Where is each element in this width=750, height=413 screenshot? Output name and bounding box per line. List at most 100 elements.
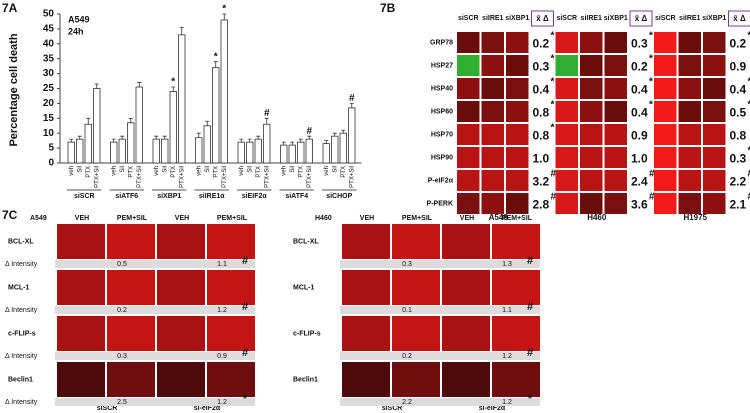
x-tick-label: siIRE1α	[199, 193, 225, 200]
micrograph	[457, 55, 480, 76]
bar	[195, 137, 203, 164]
significance-mark: #	[242, 301, 248, 313]
micrograph	[604, 32, 627, 53]
column-label: siXBP1	[702, 15, 726, 22]
micrograph	[481, 78, 504, 99]
error-bar	[332, 132, 337, 137]
ratio-header: x̄ Δ	[635, 14, 648, 23]
micrograph	[555, 147, 578, 168]
row-label: Beclin1	[8, 376, 33, 383]
micrograph	[703, 170, 726, 191]
bar	[339, 132, 347, 164]
group-label: si-eIF2α	[479, 405, 506, 412]
micrograph	[703, 124, 726, 145]
bar-label: Sil	[247, 166, 253, 173]
micrograph	[157, 224, 205, 259]
significance-mark: #	[748, 192, 750, 203]
micrograph	[492, 270, 540, 305]
significance-mark: #	[551, 192, 557, 203]
error-bar	[94, 83, 99, 89]
micrograph	[506, 78, 529, 99]
bar-label: PTX+Sil	[307, 166, 313, 188]
bar-label: Sil	[205, 166, 211, 173]
micrograph	[457, 193, 480, 214]
error-bar	[239, 138, 244, 143]
column-label: VEH	[75, 215, 89, 222]
significance-mark: #	[264, 108, 270, 119]
significance-mark: *	[551, 31, 555, 42]
significance-mark: *	[243, 393, 248, 405]
bar-label: PTX+Sil	[349, 166, 355, 188]
error-bar	[307, 135, 312, 140]
ratio-value: 1.0	[533, 152, 550, 166]
column-label: PEM+SIL	[117, 215, 148, 222]
error-bar	[179, 27, 184, 35]
bar	[212, 67, 220, 164]
intensity-value: 1.3	[502, 261, 512, 268]
significance-mark: *	[649, 54, 653, 65]
micrograph	[555, 170, 578, 191]
row-label: GRP78	[430, 39, 453, 46]
error-bar	[324, 140, 329, 144]
micrograph	[392, 362, 440, 397]
intensity-strip	[55, 352, 255, 360]
micrograph	[555, 193, 578, 214]
micrograph	[342, 224, 390, 259]
ratio-value: 0.2	[631, 60, 648, 74]
micrograph	[654, 124, 677, 145]
micrograph	[678, 101, 701, 122]
micrograph	[457, 101, 480, 122]
bar-label: PTX	[86, 166, 92, 178]
error-bar	[196, 132, 201, 138]
micrograph	[604, 55, 627, 76]
intensity-strip	[340, 398, 540, 406]
error-bar	[213, 61, 218, 68]
micrograph	[392, 270, 440, 305]
bar-label: Sil	[332, 166, 338, 173]
significance-mark: #	[242, 255, 248, 267]
row-label: P-PERK	[427, 200, 453, 207]
cell-line-label: A549	[30, 215, 47, 222]
micrograph	[580, 170, 603, 191]
y-tick-label: 5	[48, 143, 54, 154]
ratio-value: 0.2	[533, 37, 550, 51]
intensity-value: 1.2	[217, 307, 227, 314]
intensity-value: 1.1	[217, 261, 227, 268]
bar-label: PTX	[128, 166, 134, 178]
micrograph	[442, 270, 490, 305]
ratio-value: 2.2	[730, 175, 747, 189]
delta-label: Δ Intensity	[5, 307, 38, 314]
error-bar	[256, 135, 261, 140]
micrograph	[654, 193, 677, 214]
column-label: siIRE1	[679, 15, 701, 22]
significance-mark: *	[748, 31, 750, 42]
ratio-value: 2.8	[533, 198, 550, 212]
y-tick-label: 0	[48, 158, 54, 169]
bar	[84, 123, 92, 164]
micrograph	[506, 147, 529, 168]
y-axis-label: Percentage cell death	[8, 33, 20, 146]
column-label: VEH	[175, 215, 189, 222]
significance-mark: *	[649, 77, 653, 88]
error-bar	[162, 135, 167, 140]
row-label: HSP27	[431, 62, 453, 69]
micrograph	[207, 270, 255, 305]
bar-label: veh	[154, 166, 160, 176]
y-tick-label: 45	[43, 24, 55, 35]
row-label: c-FLIP-s	[293, 330, 321, 337]
ratio-value: 0.3	[730, 152, 747, 166]
x-tick-label: siEIF2α	[242, 193, 268, 200]
column-label: PEM+SIL	[502, 215, 533, 222]
bar	[297, 141, 305, 164]
micrograph	[506, 101, 529, 122]
ratio-value: 2.1	[730, 198, 747, 212]
error-bar	[86, 117, 91, 125]
micrograph	[107, 224, 155, 259]
micrograph	[157, 362, 205, 397]
significance-mark: #	[306, 126, 312, 137]
significance-mark: #	[649, 169, 655, 180]
y-tick-label: 10	[43, 128, 55, 139]
row-label: HSP60	[431, 108, 453, 115]
micrograph	[580, 78, 603, 99]
significance-mark: *	[551, 100, 555, 111]
